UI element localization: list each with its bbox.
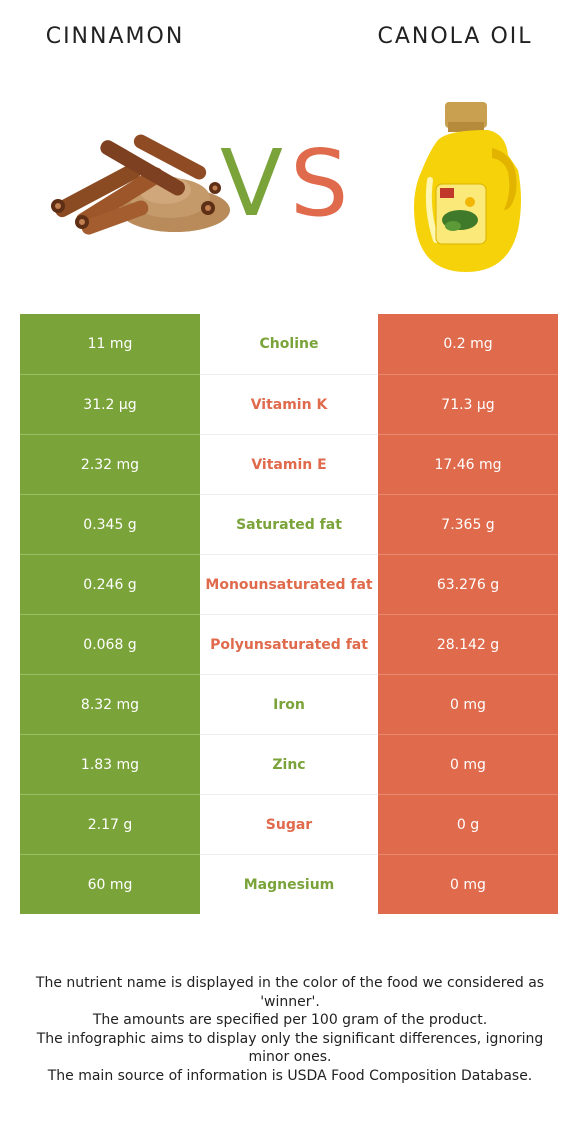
left-value: 0.246 g — [20, 554, 200, 614]
right-value: 7.365 g — [378, 494, 558, 554]
left-value: 1.83 mg — [20, 734, 200, 794]
table-row: 60 mg Magnesium 0 mg — [20, 854, 558, 914]
cinnamon-image — [51, 134, 230, 235]
nutrient-name: Saturated fat — [200, 494, 378, 554]
left-value: 2.32 mg — [20, 434, 200, 494]
footnote-line-2: The amounts are specified per 100 gram o… — [92, 1012, 488, 1028]
right-value: 28.142 g — [378, 614, 558, 674]
table-row: 31.2 µg Vitamin K 71.3 µg — [20, 374, 558, 434]
right-value: 0 mg — [378, 734, 558, 794]
nutrient-name: Zinc — [200, 734, 378, 794]
right-value: 63.276 g — [378, 554, 558, 614]
right-value: 0.2 mg — [378, 314, 558, 374]
right-value: 17.46 mg — [378, 434, 558, 494]
nutrient-name: Magnesium — [200, 854, 378, 914]
canola-oil-image — [414, 102, 521, 272]
table-row: 2.17 g Sugar 0 g — [20, 794, 558, 854]
right-food-title: CANOLA OIL — [377, 24, 533, 49]
footnote-line-1: The nutrient name is displayed in the co… — [35, 975, 545, 1010]
vs-v-letter: V — [220, 130, 283, 237]
table-row: 0.246 g Monounsaturated fat 63.276 g — [20, 554, 558, 614]
vs-s-letter: S — [290, 130, 349, 237]
table-row: 8.32 mg Iron 0 mg — [20, 674, 558, 734]
comparison-table: 11 mg Choline 0.2 mg 31.2 µg Vitamin K 71.3 µ… — [20, 314, 558, 914]
footnote-line-3: The infographic aims to display only the… — [36, 1030, 544, 1066]
table-row: 1.83 mg Zinc 0 mg — [20, 734, 558, 794]
table-row: 11 mg Choline 0.2 mg — [20, 314, 558, 374]
footnote-line-4: The main source of information is USDA F… — [47, 1067, 533, 1084]
right-value: 0 mg — [378, 854, 558, 914]
left-value: 60 mg — [20, 854, 200, 914]
table-row: 0.068 g Polyunsaturated fat 28.142 g — [20, 614, 558, 674]
footnote: The nutrient name is displayed in the co… — [20, 974, 560, 1085]
left-value: 0.345 g — [20, 494, 200, 554]
left-food-title: CINNAMON — [45, 24, 185, 49]
left-value: 2.17 g — [20, 794, 200, 854]
left-value: 31.2 µg — [20, 374, 200, 434]
nutrient-name: Iron — [200, 674, 378, 734]
nutrient-name: Vitamin K — [200, 374, 378, 434]
nutrient-name: Polyunsaturated fat — [200, 614, 378, 674]
left-value: 8.32 mg — [20, 674, 200, 734]
left-value: 0.068 g — [20, 614, 200, 674]
table-row: 2.32 mg Vitamin E 17.46 mg — [20, 434, 558, 494]
nutrient-name: Vitamin E — [200, 434, 378, 494]
left-value: 11 mg — [20, 314, 200, 374]
nutrient-name: Monounsaturated fat — [200, 554, 378, 614]
right-value: 0 g — [378, 794, 558, 854]
nutrient-name: Choline — [200, 314, 378, 374]
nutrient-name: Sugar — [200, 794, 378, 854]
table-row: 0.345 g Saturated fat 7.365 g — [20, 494, 558, 554]
right-value: 0 mg — [378, 674, 558, 734]
right-value: 71.3 µg — [378, 374, 558, 434]
vs-label: V S — [220, 130, 350, 237]
